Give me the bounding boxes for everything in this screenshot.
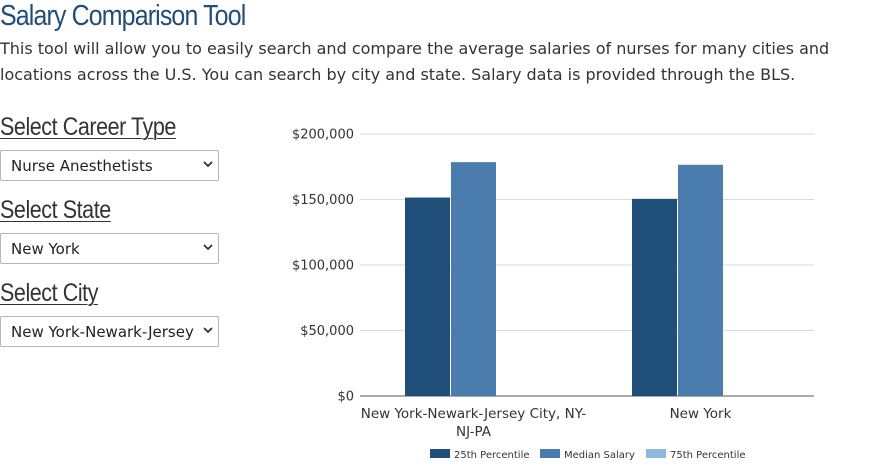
x-tick-label: NJ-PA [456,424,492,440]
legend-swatch [646,449,666,458]
y-tick-label: $150,000 [292,193,354,208]
x-tick-label: New York [670,406,732,422]
y-tick-label: $50,000 [300,324,354,339]
city-value: New York-Newark-Jersey City, NY-NJ-PA [11,323,196,341]
bar [632,198,677,396]
x-tick-label: New York-Newark-Jersey City, NY- [361,406,587,422]
legend-label: Median Salary [564,450,635,461]
career-type-value: Nurse Anesthetists [11,157,153,175]
state-select[interactable]: New York [0,233,219,264]
legend-swatch [430,449,450,458]
state-label: Select State [0,196,111,224]
intro-text: This tool will allow you to easily searc… [0,39,830,84]
y-tick-label: $100,000 [292,259,354,274]
bar [451,162,496,396]
bar [678,164,723,396]
chevron-down-icon [203,244,213,251]
legend-label: 25th Percentile [454,450,530,461]
page-title: Salary Comparison Tool [0,0,246,32]
salary-bar-chart: $0 $50,000 $100,000 $150,000 $200,000 New Yor… [292,128,814,461]
y-tick-label: $0 [337,390,354,405]
bar [405,197,450,396]
city-select[interactable]: New York-Newark-Jersey City, NY-NJ-PA [0,316,219,347]
career-type-select[interactable]: Nurse Anesthetists [0,150,219,181]
y-tick-label: $200,000 [292,128,354,143]
chevron-down-icon [203,327,213,334]
city-label: Select City [0,279,99,307]
legend-label: 75th Percentile [670,450,746,461]
career-type-label: Select Career Type [0,113,176,141]
state-value: New York [11,240,80,258]
chevron-down-icon [203,161,213,168]
legend-swatch [540,449,560,458]
